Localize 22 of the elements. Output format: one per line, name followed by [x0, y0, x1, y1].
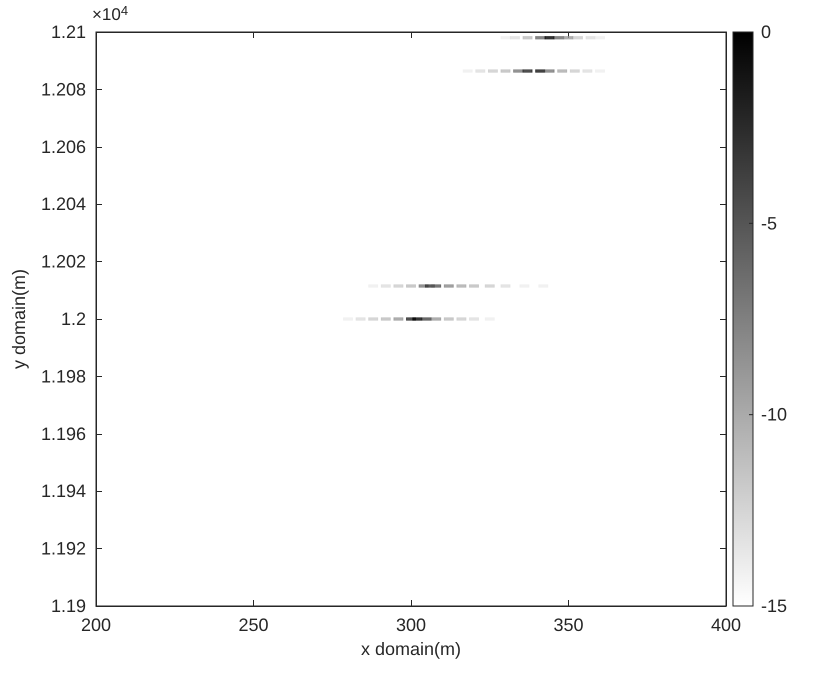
x-tick-label: 350 — [553, 615, 584, 635]
y-tick-label: 1.192 — [40, 538, 86, 559]
y-tick-label: 1.208 — [40, 79, 86, 100]
color-bar-label: -5 — [761, 213, 778, 234]
x-tick-label: 300 — [396, 615, 426, 635]
y-tick-label: 1.198 — [40, 366, 86, 386]
color-bar-label: -15 — [761, 596, 788, 616]
x-tick-label: 250 — [238, 615, 269, 635]
y-tick-label: 1.194 — [40, 481, 86, 502]
x-tick-label: 400 — [710, 615, 742, 635]
y-tick-label: 1.204 — [40, 194, 86, 214]
y-tick-label: 1.21 — [50, 22, 86, 42]
color-bar-label: -10 — [761, 404, 788, 425]
y-axis-title: y domain(m) — [9, 268, 29, 370]
y-tick-label: 1.196 — [40, 424, 86, 444]
y-tick-label: 1.206 — [40, 136, 86, 157]
y-tick-label: 1.2 — [60, 309, 86, 329]
y-tick-label: 1.202 — [40, 252, 86, 272]
x-axis-title: x domain(m) — [360, 639, 462, 659]
y-tick-label: 1.19 — [50, 596, 86, 616]
color-bar-label: 0 — [761, 22, 772, 42]
x-tick-label: 200 — [80, 615, 112, 635]
